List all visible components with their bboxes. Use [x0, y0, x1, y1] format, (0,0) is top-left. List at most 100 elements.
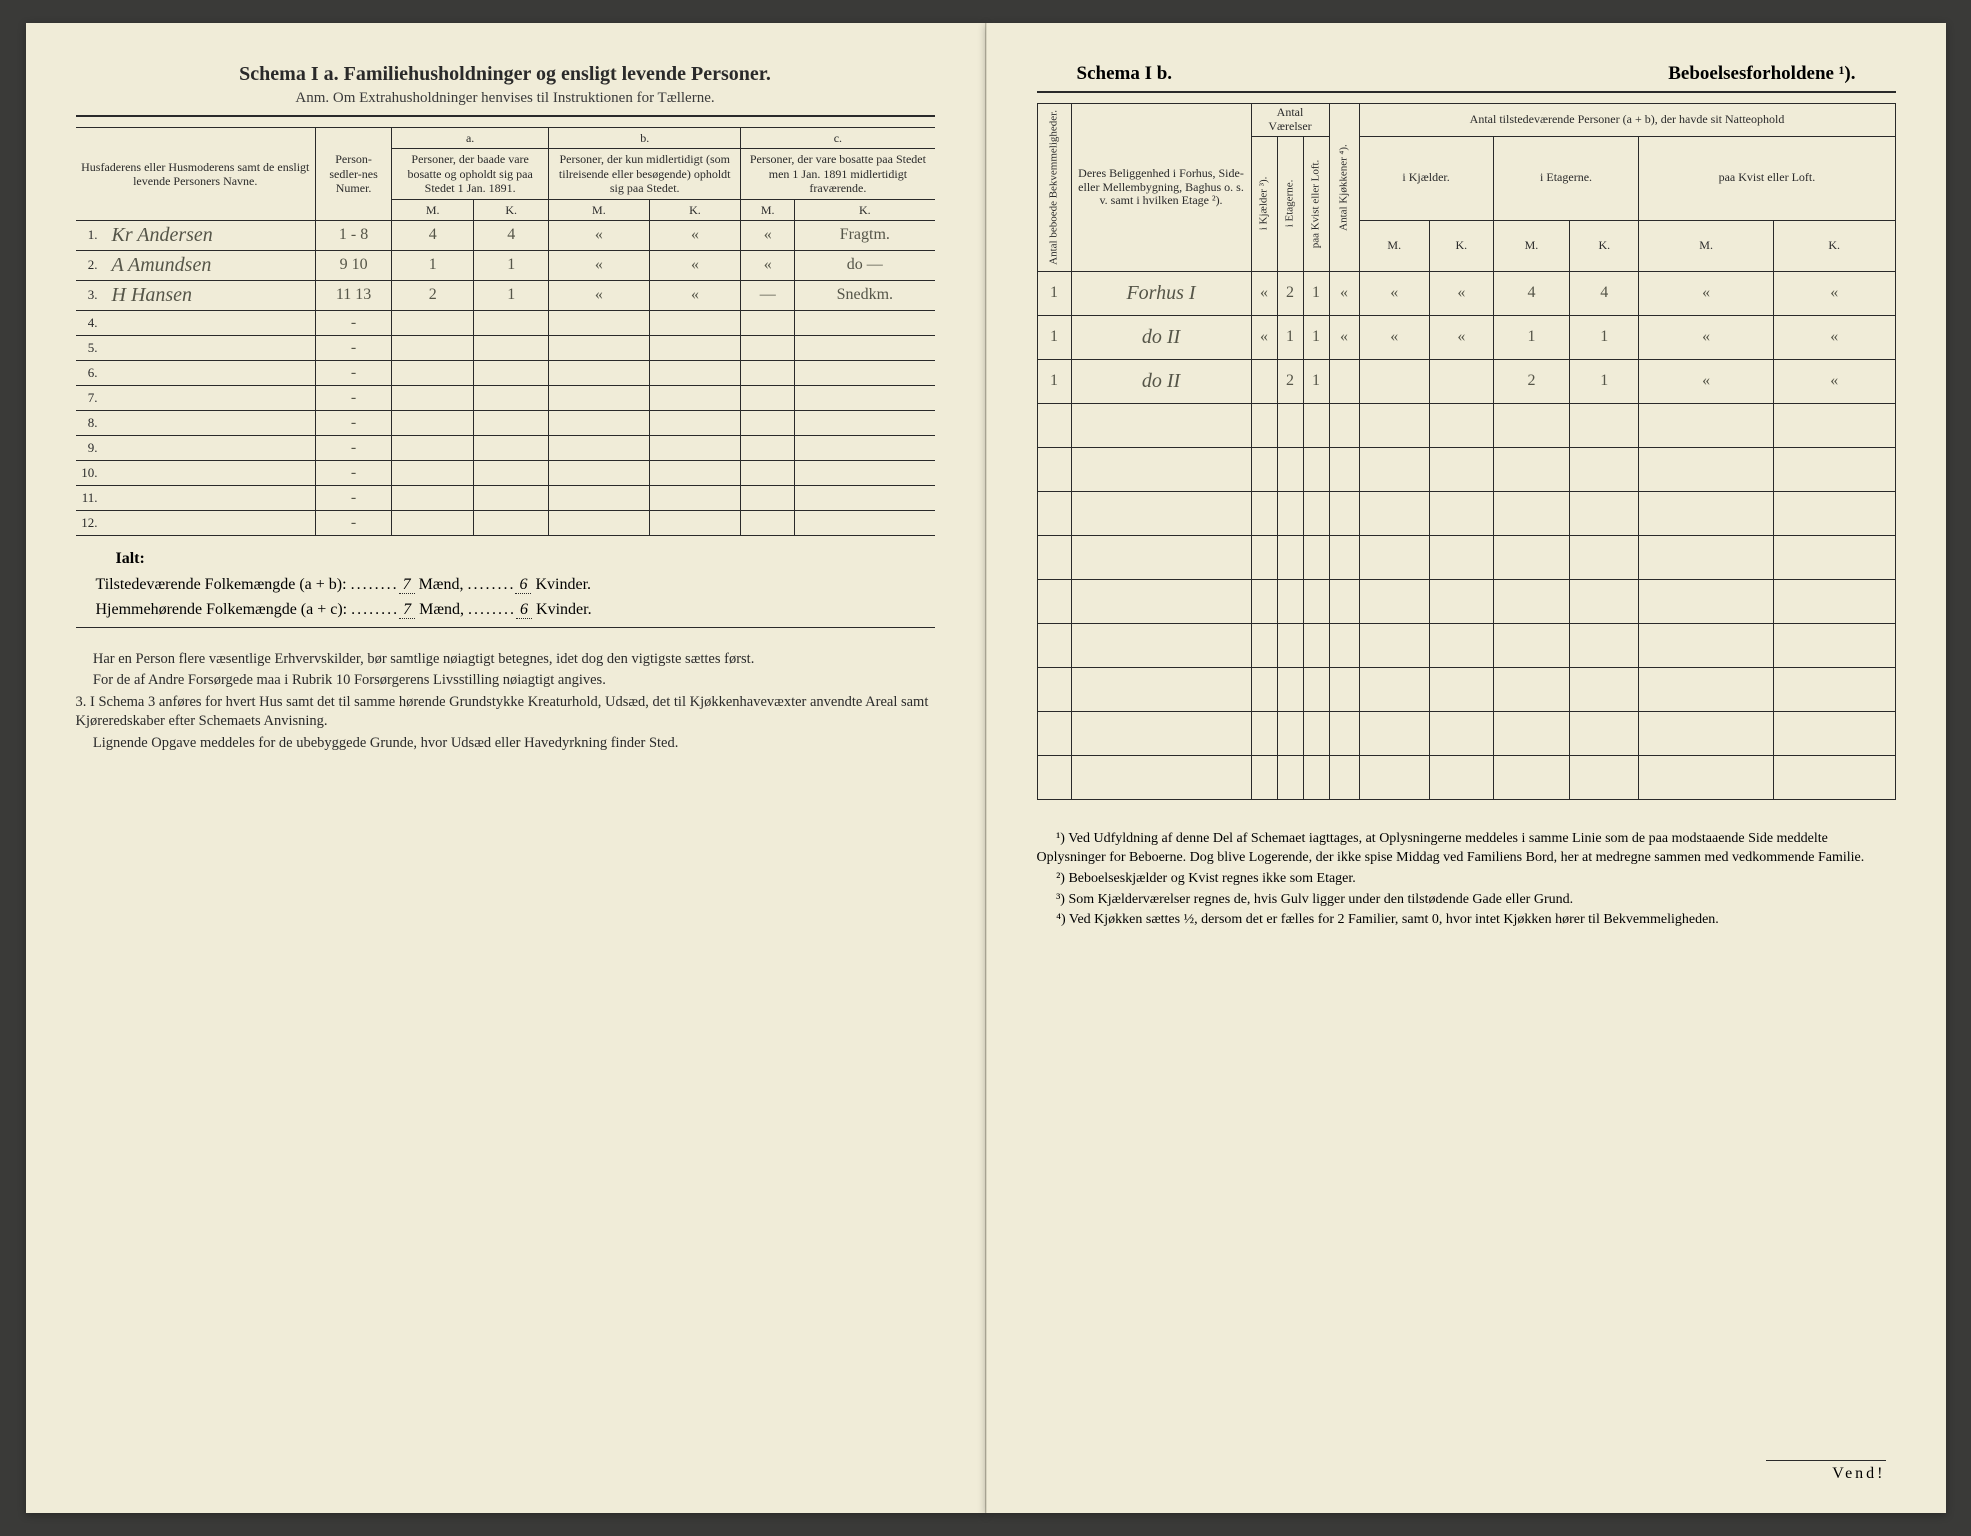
cell: [1251, 447, 1277, 491]
cell: 1: [1277, 315, 1303, 359]
row-number: 10.: [76, 460, 106, 485]
belig-cell: [1071, 623, 1251, 667]
cell: [1277, 403, 1303, 447]
cell: [1773, 667, 1895, 711]
belig-cell: Forhus I: [1071, 271, 1251, 315]
cell: [1251, 579, 1277, 623]
cell: [1430, 711, 1494, 755]
cell: [1251, 667, 1277, 711]
cell: [649, 435, 741, 460]
beboelse-label: Beboelsesforholdene ¹).: [1668, 63, 1855, 85]
belig-cell: [1071, 403, 1251, 447]
cell: [1639, 447, 1774, 491]
note: Lignende Opgave meddeles for de ubebygge…: [76, 734, 935, 754]
table-row: 6. -: [76, 360, 935, 385]
col-cm: M.: [741, 199, 795, 220]
table-row: [1037, 623, 1895, 667]
cell: [1303, 755, 1329, 799]
cell: «: [1329, 315, 1359, 359]
cell: [1037, 623, 1071, 667]
cell: [392, 310, 474, 335]
book-spread: Schema I a. Familiehusholdninger og ensl…: [26, 23, 1946, 1513]
cell: [1639, 755, 1774, 799]
table-row: [1037, 447, 1895, 491]
col-p-kvist: paa Kvist eller Loft.: [1639, 136, 1895, 220]
cell: [1430, 623, 1494, 667]
cell: [1773, 403, 1895, 447]
cell: [1037, 535, 1071, 579]
col-name: Husfaderens eller Husmoderens samt de en…: [76, 128, 316, 221]
cell: 4: [1570, 271, 1639, 315]
sedler-cell: -: [316, 385, 392, 410]
cell: 1: [1493, 315, 1570, 359]
name-cell: [106, 435, 316, 460]
cell: [1359, 667, 1430, 711]
cell: [1359, 535, 1430, 579]
table-row: [1037, 491, 1895, 535]
cell: [1493, 447, 1570, 491]
cell: [1037, 755, 1071, 799]
cell: [1430, 359, 1494, 403]
cell: [474, 360, 549, 385]
rule: [1037, 91, 1896, 93]
row-number: 12.: [76, 510, 106, 535]
cell: «: [1773, 359, 1895, 403]
col-p-etag: i Etagerne.: [1493, 136, 1639, 220]
cell: [549, 360, 650, 385]
cell: [1359, 447, 1430, 491]
cell: 2: [1277, 271, 1303, 315]
cell: [1493, 623, 1570, 667]
col-kjok: Antal Kjøkkener ⁴).: [1329, 104, 1359, 272]
mk: M.: [1639, 221, 1774, 272]
table-row: [1037, 535, 1895, 579]
col-sedler: Person-sedler-nes Numer.: [316, 128, 392, 221]
cell: «: [1430, 315, 1494, 359]
cell: [795, 460, 935, 485]
cell: [1277, 491, 1303, 535]
cell: [1329, 491, 1359, 535]
sedler-cell: 1 - 8: [316, 220, 392, 250]
row-number: 1.: [76, 220, 106, 250]
cell: [1430, 403, 1494, 447]
cell: [1037, 491, 1071, 535]
cell: [1329, 535, 1359, 579]
cell: [1493, 755, 1570, 799]
name-cell: [106, 360, 316, 385]
cell: [1570, 535, 1639, 579]
cell: [649, 360, 741, 385]
name-cell: A Amundsen: [106, 250, 316, 280]
sedler-cell: -: [316, 485, 392, 510]
cell: [649, 335, 741, 360]
col-b-text: Personer, der kun midlertidigt (som tilr…: [549, 149, 741, 199]
cell: [1303, 403, 1329, 447]
cell: [1493, 711, 1570, 755]
belig-cell: do II: [1071, 359, 1251, 403]
table-row: 4. -: [76, 310, 935, 335]
cell: 1: [474, 280, 549, 310]
col-bm: M.: [549, 199, 650, 220]
cell: [1359, 403, 1430, 447]
table-row: 5. -: [76, 335, 935, 360]
cell: [392, 335, 474, 360]
cell: [549, 485, 650, 510]
left-table: Husfaderens eller Husmoderens samt de en…: [76, 127, 935, 536]
table-row: [1037, 755, 1895, 799]
col-bk: K.: [649, 199, 741, 220]
rule: [76, 627, 935, 628]
mk: K.: [1773, 221, 1895, 272]
cell: [649, 510, 741, 535]
cell: [741, 435, 795, 460]
cell: [1303, 579, 1329, 623]
belig-cell: [1071, 579, 1251, 623]
cell: [549, 385, 650, 410]
row-number: 4.: [76, 310, 106, 335]
cell: [649, 385, 741, 410]
cell: 4: [1493, 271, 1570, 315]
table-row: [1037, 403, 1895, 447]
belig-cell: [1071, 667, 1251, 711]
belig-cell: [1071, 755, 1251, 799]
cell: [649, 485, 741, 510]
table-row: 1 Forhus I « 2 1 « « « 4 4 « «: [1037, 271, 1895, 315]
ialt-label: Ialt:: [116, 546, 935, 572]
cell: [1359, 491, 1430, 535]
